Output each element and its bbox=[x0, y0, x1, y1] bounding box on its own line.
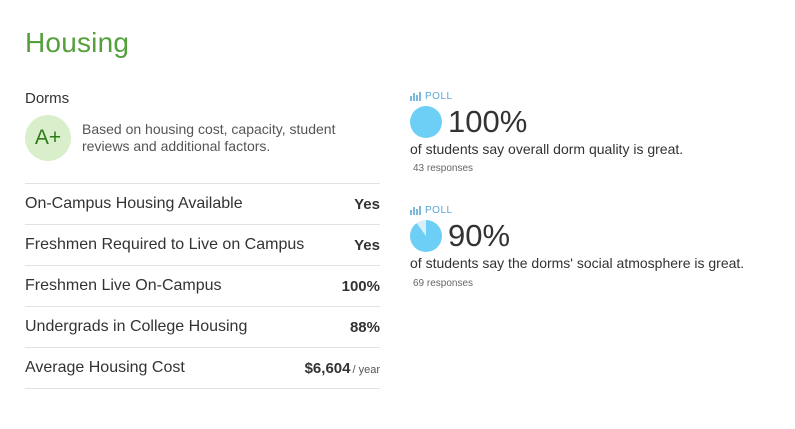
poll-card: POLL 90% of students say the dorms' soci… bbox=[410, 205, 750, 293]
fact-row: On-Campus Housing Available Yes bbox=[25, 184, 380, 225]
section-title: Housing bbox=[25, 27, 130, 58]
poll-pie-chart bbox=[410, 220, 442, 252]
poll-percent: 90% bbox=[448, 218, 511, 253]
poll-statement: of students say overall dorm quality is … bbox=[410, 141, 684, 157]
fact-value: Yes bbox=[354, 236, 380, 254]
poll-tag: POLL bbox=[425, 205, 453, 216]
housing-facts-list: On-Campus Housing Available Yes Freshmen… bbox=[25, 183, 380, 389]
poll-responses-line: 43 responses bbox=[410, 158, 750, 176]
bar-chart-icon bbox=[410, 206, 421, 215]
grade-row: A+ Based on housing cost, capacity, stud… bbox=[25, 115, 380, 161]
poll-statement: of students say the dorms' social atmosp… bbox=[410, 255, 745, 289]
fact-label: Freshmen Live On-Campus bbox=[25, 277, 222, 294]
grade-badge[interactable]: A+ bbox=[25, 115, 71, 161]
poll-header: POLL bbox=[410, 91, 750, 102]
fact-row: Freshmen Required to Live on Campus Yes bbox=[25, 225, 380, 266]
bar-chart-icon bbox=[410, 92, 421, 101]
fact-label: Average Housing Cost bbox=[25, 359, 185, 376]
fact-row: Freshmen Live On-Campus 100% bbox=[25, 266, 380, 307]
poll-percent: 100% bbox=[448, 104, 528, 139]
fact-row: Average Housing Cost $6,604/ year bbox=[25, 348, 380, 389]
fact-value: 88% bbox=[349, 318, 380, 336]
poll-responses[interactable]: 43 responses bbox=[413, 163, 474, 174]
fact-label: On-Campus Housing Available bbox=[25, 195, 243, 212]
poll-card: POLL 100% of students say overall dorm q… bbox=[410, 91, 750, 176]
poll-pie-chart bbox=[410, 106, 442, 138]
fact-value: 100% bbox=[341, 277, 380, 295]
poll-result: 90% bbox=[410, 220, 750, 252]
fact-label: Undergrads in College Housing bbox=[25, 318, 248, 335]
poll-header: POLL bbox=[410, 205, 750, 216]
fact-unit: / year bbox=[352, 363, 380, 376]
fact-value: Yes bbox=[354, 195, 380, 213]
fact-value: $6,604/ year bbox=[304, 359, 380, 377]
poll-result: 100% bbox=[410, 106, 750, 138]
grade-description: Based on housing cost, capacity, student… bbox=[82, 121, 336, 154]
fact-row: Undergrads in College Housing 88% bbox=[25, 307, 380, 348]
dorms-panel: Dorms A+ Based on housing cost, capacity… bbox=[25, 90, 380, 389]
dorms-label: Dorms bbox=[25, 90, 70, 107]
poll-responses[interactable]: 69 responses bbox=[413, 278, 474, 289]
fact-label: Freshmen Required to Live on Campus bbox=[25, 236, 305, 253]
poll-tag: POLL bbox=[425, 91, 453, 102]
